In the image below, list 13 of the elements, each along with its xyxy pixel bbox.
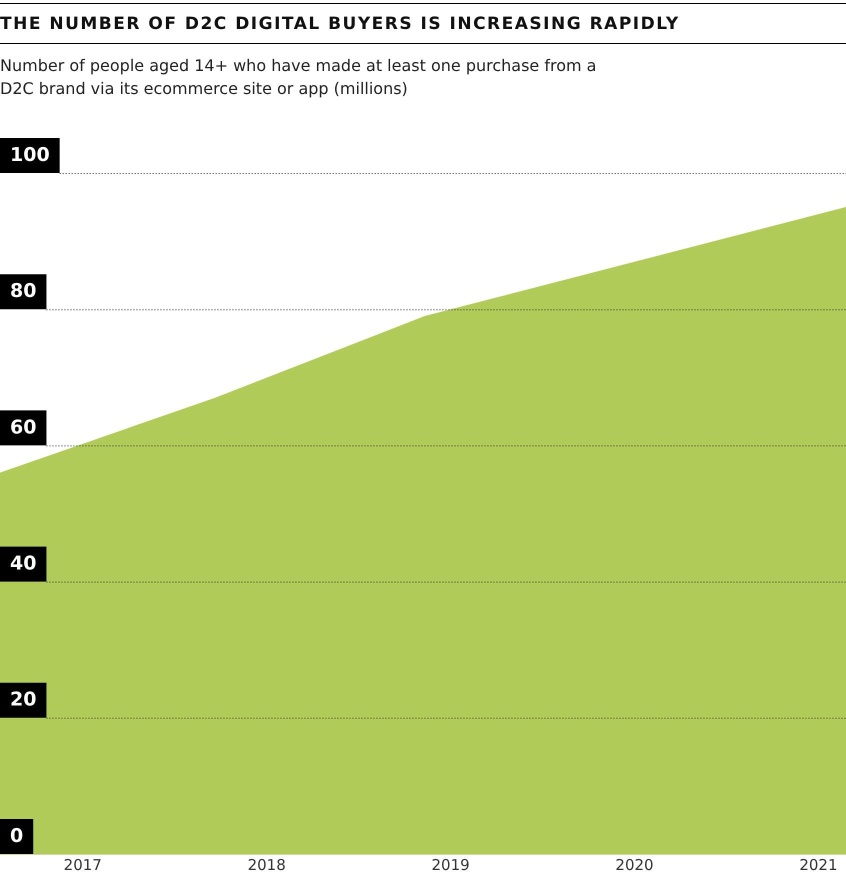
y-tick-label: 0 bbox=[10, 824, 24, 847]
x-tick-label: 2018 bbox=[248, 856, 286, 874]
x-tick-label: 2019 bbox=[431, 856, 470, 874]
chart-title: THE NUMBER OF D2C DIGITAL BUYERS IS INCREASING RAPIDLY bbox=[0, 3, 846, 44]
y-tick-label: 100 bbox=[10, 144, 50, 166]
x-tick-label: 2021 bbox=[799, 856, 838, 874]
y-tick-label: 60 bbox=[10, 416, 36, 438]
x-tick-label: 2020 bbox=[615, 856, 654, 874]
x-tick-label: 2017 bbox=[64, 856, 102, 874]
y-tick-label: 80 bbox=[10, 280, 36, 302]
y-tick-label: 40 bbox=[10, 552, 36, 575]
chart-subtitle: Number of people aged 14+ who have made at least one purchase from a D2C brand via its ecommerce site or app (millions) bbox=[0, 55, 598, 100]
y-tick-label: 20 bbox=[10, 688, 36, 711]
